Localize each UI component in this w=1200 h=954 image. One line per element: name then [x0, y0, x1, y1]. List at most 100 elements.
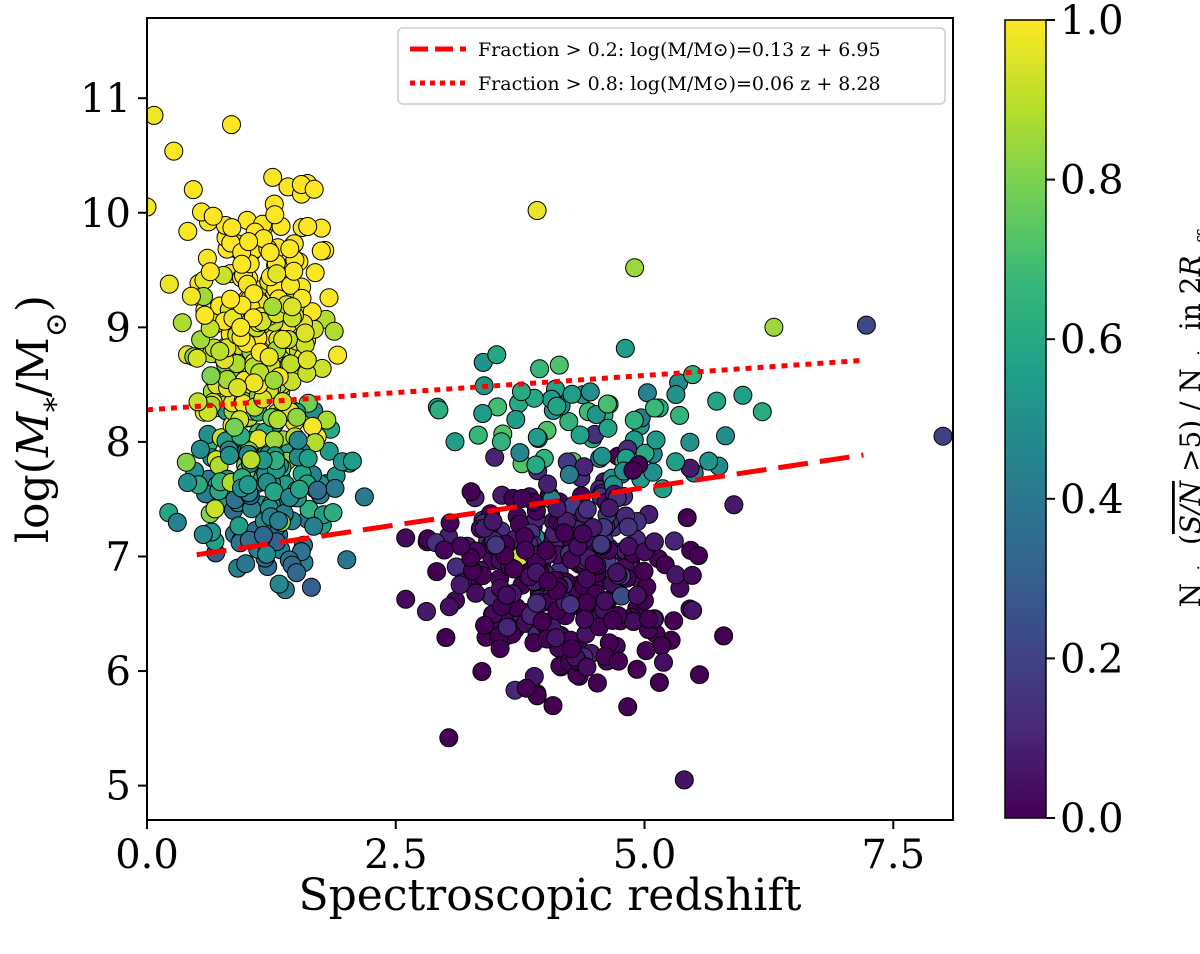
scatter-point	[623, 460, 643, 480]
y-tick-label: 11	[80, 76, 131, 122]
scatter-point	[707, 391, 727, 411]
scatter-point	[221, 289, 241, 309]
scatter-point	[342, 451, 362, 471]
scatter-point	[243, 308, 263, 328]
scatter-point	[450, 575, 470, 595]
scatter-point	[645, 398, 664, 418]
scatter-point	[714, 626, 734, 646]
scatter-point	[178, 473, 198, 492]
scatter-point	[577, 593, 597, 613]
scatter-point	[491, 432, 511, 452]
scatter-point	[439, 728, 459, 748]
scatter-point	[280, 239, 300, 259]
scatter-point	[625, 258, 645, 278]
scatter-point	[532, 612, 552, 631]
scatter-point	[527, 201, 547, 220]
scatter-point	[577, 657, 597, 677]
scatter-point	[244, 284, 264, 304]
scatter-point	[259, 347, 279, 367]
y-tick-label: 10	[80, 191, 131, 237]
scatter-point	[689, 546, 708, 566]
y-tick-label: 9	[106, 305, 131, 351]
scatter-point	[269, 574, 289, 594]
scatter-point	[538, 572, 558, 592]
legend-label-dashed: Fraction > 0.2: log(M/M⊙)=0.13 z + 6.95	[478, 39, 881, 61]
scatter-point	[188, 392, 208, 412]
scatter-point	[239, 232, 259, 252]
scatter-point	[304, 516, 324, 536]
scatter-point	[933, 426, 953, 446]
colorbar-tick-label: 0.4	[1060, 477, 1124, 523]
scatter-point	[231, 317, 251, 337]
scatter-point	[764, 317, 784, 337]
scatter-point	[487, 345, 507, 365]
scatter-point	[559, 465, 579, 484]
scatter-point	[527, 427, 547, 447]
scatter-point	[575, 609, 595, 629]
scatter-point	[284, 261, 304, 281]
scatter-point	[674, 770, 694, 790]
x-tick-label: 0.0	[115, 832, 179, 878]
scatter-point	[497, 585, 517, 605]
scatter-point	[530, 359, 550, 379]
x-tick-label: 2.5	[364, 832, 428, 878]
scatter-point	[290, 479, 309, 499]
scatter-point	[591, 534, 611, 554]
scatter-point	[147, 197, 157, 217]
scatter-point	[308, 480, 328, 500]
scatter-point	[195, 305, 215, 325]
scatter-point	[325, 478, 345, 498]
scatter-point	[434, 540, 454, 560]
x-tick-label: 7.5	[861, 832, 925, 878]
scatter-point	[716, 426, 735, 446]
scatter-point	[599, 498, 619, 518]
scatter-point	[473, 404, 493, 423]
plot-frame	[146, 17, 954, 821]
scatter-point	[436, 628, 456, 647]
scatter-point	[178, 221, 198, 241]
scatter-point	[396, 528, 416, 548]
scatter-point	[559, 412, 579, 432]
scatter-point	[670, 405, 690, 425]
scatter-point	[607, 563, 627, 583]
scatter-point	[543, 696, 563, 716]
scatter-point	[311, 241, 331, 261]
x-tick-label: 5.0	[613, 832, 677, 878]
scatter-point	[167, 512, 187, 532]
scatter-point	[554, 523, 574, 543]
scatter-point	[475, 615, 495, 635]
scatter-point	[654, 652, 673, 672]
scatter-point	[618, 517, 638, 537]
scatter-point	[486, 535, 506, 555]
scatter-point	[260, 243, 280, 262]
scatter-point	[733, 385, 753, 405]
scatter-point	[159, 274, 179, 294]
scatter-point	[683, 600, 703, 620]
scatter-point	[222, 115, 241, 135]
scatter-point	[222, 218, 242, 238]
x-axis: 0.0 2.5 5.0 7.5	[115, 820, 925, 878]
scatter-point	[570, 425, 590, 445]
scatter-point	[516, 678, 536, 698]
scatter-point	[269, 511, 288, 531]
scatter-point	[618, 697, 638, 717]
scatter-point	[856, 315, 876, 335]
legend: Fraction > 0.2: log(M/M⊙)=0.13 z + 6.95 …	[397, 27, 946, 105]
scatter-point	[466, 583, 486, 603]
scatter-point	[451, 536, 471, 556]
scatter-point	[295, 323, 315, 343]
scatter-point	[603, 610, 623, 630]
scatter-point	[254, 525, 273, 545]
scatter-point	[627, 659, 647, 679]
scatter-point	[263, 297, 283, 316]
colorbar-gradient	[1004, 19, 1047, 819]
scatter-point	[724, 495, 744, 515]
scatter-point	[267, 264, 287, 284]
scatter-point	[577, 569, 596, 589]
scatter-point	[472, 662, 492, 681]
scatter-point	[609, 651, 628, 671]
scatter-point	[690, 665, 709, 685]
scatter-point	[287, 563, 306, 583]
y-axis-label: log(M*/M⊙)	[8, 295, 74, 543]
